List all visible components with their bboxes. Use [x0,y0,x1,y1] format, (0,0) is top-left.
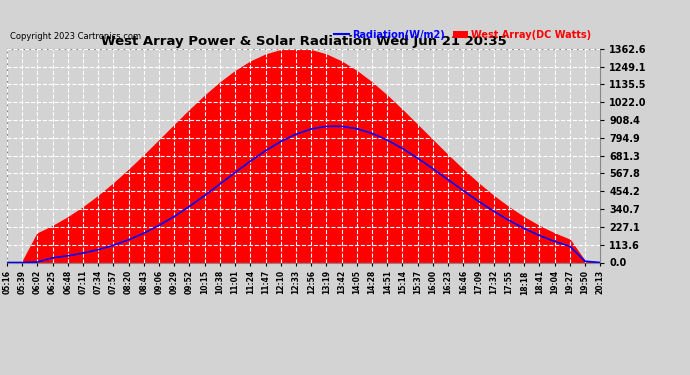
Legend: Radiation(W/m2), West Array(DC Watts): Radiation(W/m2), West Array(DC Watts) [330,26,595,44]
Title: West Array Power & Solar Radiation Wed Jun 21 20:35: West Array Power & Solar Radiation Wed J… [101,34,506,48]
Text: Copyright 2023 Cartronics.com: Copyright 2023 Cartronics.com [10,32,141,41]
